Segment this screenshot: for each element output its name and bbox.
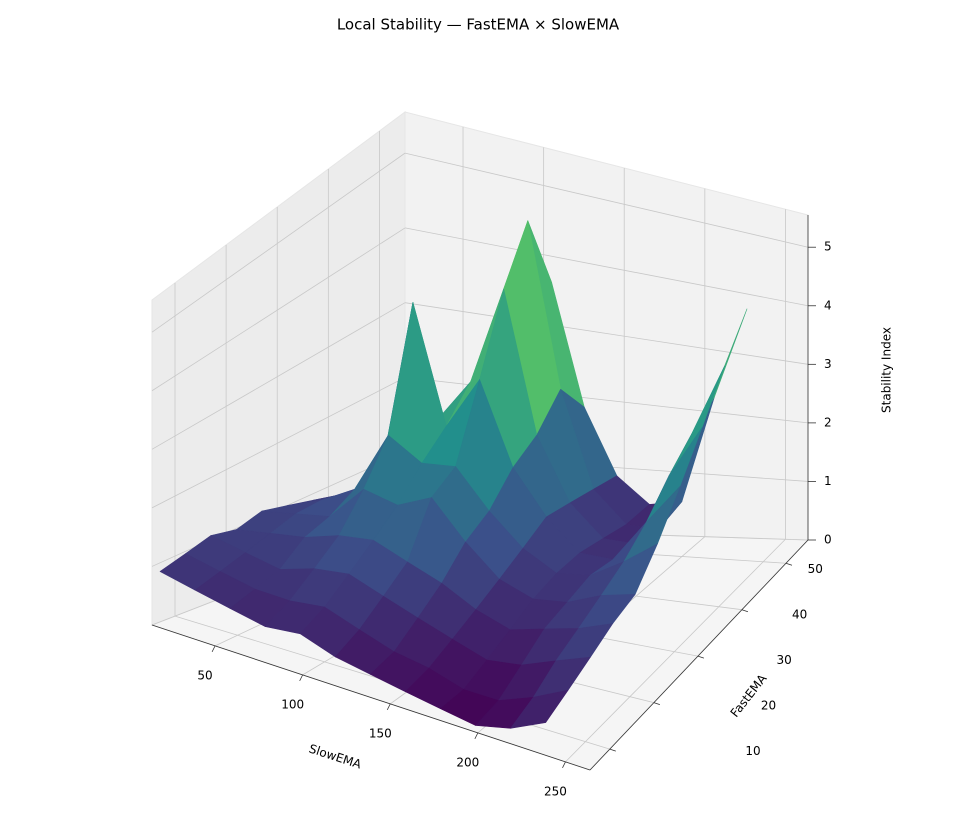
grid-line	[404, 227, 809, 307]
y-tick-mark	[741, 609, 749, 613]
x-tick-label: 150	[369, 726, 392, 740]
x-tick-label: 250	[544, 784, 567, 798]
grid-line	[404, 302, 809, 365]
y-tick-mark	[609, 748, 616, 752]
y-tick-mark	[653, 702, 660, 706]
x-tick-label: 200	[456, 755, 479, 769]
z-tick-label: 3	[824, 357, 832, 371]
x-tick-mark	[386, 703, 391, 711]
grid-line	[565, 538, 786, 763]
grid-line	[151, 302, 406, 450]
x-tick-mark	[562, 761, 566, 769]
x-tick-mark	[474, 732, 479, 740]
y-tick-label: 10	[745, 744, 760, 758]
axis-line	[589, 539, 809, 771]
z-axis-label: Stability Index	[880, 327, 894, 413]
y-tick-label: 40	[792, 608, 807, 622]
x-tick-label: 50	[197, 668, 212, 682]
z-tick-label: 1	[824, 474, 832, 488]
surface	[159, 220, 748, 729]
z-tick-label: 4	[824, 298, 832, 312]
y-tick-label: 20	[761, 699, 776, 713]
z-tick-label: 2	[824, 415, 832, 429]
y-tick-mark	[697, 655, 705, 659]
surface-face	[510, 689, 569, 729]
x-tick-label: 100	[281, 697, 304, 711]
y-tick-label: 50	[808, 562, 823, 576]
x-tick-mark	[299, 674, 304, 682]
grid-line	[151, 227, 406, 392]
z-tick-label: 0	[824, 533, 832, 547]
x-tick-mark	[211, 645, 216, 653]
grid-line	[151, 152, 406, 333]
grid-line	[151, 377, 406, 509]
y-tick-mark	[785, 562, 793, 566]
grid-line	[404, 152, 809, 248]
axis-line	[151, 624, 591, 771]
y-tick-label: 30	[776, 653, 791, 667]
z-tick-label: 5	[824, 240, 832, 254]
chart-title: Local Stability — FastEMA × SlowEMA	[337, 16, 620, 34]
